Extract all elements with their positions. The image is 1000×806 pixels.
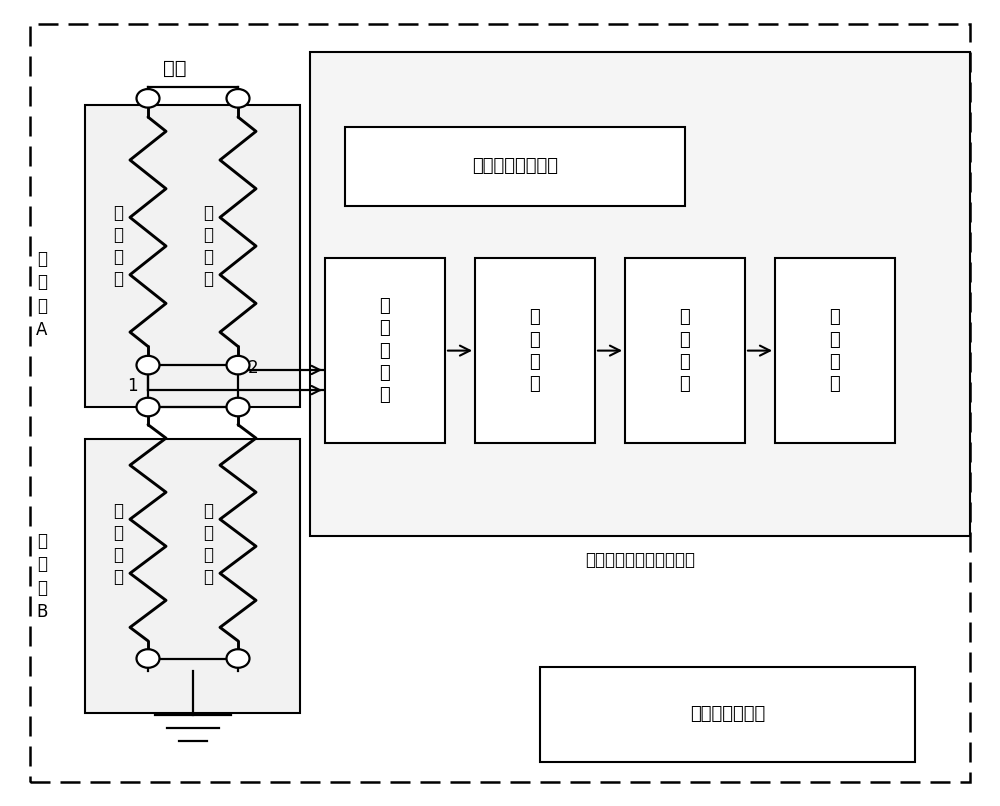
Text: 数
据
采
集: 数 据 采 集 (680, 309, 690, 393)
Circle shape (226, 355, 250, 374)
Text: 过
电
压
保
护: 过 电 压 保 护 (380, 297, 390, 404)
Text: 高压侧无线数据测量装置: 高压侧无线数据测量装置 (585, 551, 695, 569)
Bar (85, 439, 300, 713)
Circle shape (226, 397, 250, 417)
Bar (310, 52, 970, 536)
Bar (475, 258, 595, 443)
Text: 互
感
器
B: 互 感 器 B (36, 532, 48, 621)
Text: 2: 2 (248, 359, 258, 377)
Circle shape (136, 89, 160, 107)
Circle shape (136, 650, 160, 667)
Circle shape (226, 89, 250, 107)
Text: 低压侧无线终端: 低压侧无线终端 (690, 705, 765, 723)
Bar (85, 105, 300, 407)
Text: 高压: 高压 (163, 59, 187, 78)
Text: 屏
蔽
电
阻: 屏 蔽 电 阻 (203, 502, 213, 586)
Circle shape (136, 355, 160, 374)
Text: 测
量
电
阻: 测 量 电 阻 (113, 204, 123, 288)
Text: 阻
抗
匹
配: 阻 抗 匹 配 (530, 309, 540, 393)
Text: 电源及电源管理器: 电源及电源管理器 (472, 157, 558, 175)
Text: 屏
蔽
电
阻: 屏 蔽 电 阻 (203, 204, 213, 288)
Text: 1: 1 (127, 377, 137, 395)
Text: 互
感
器
A: 互 感 器 A (36, 250, 48, 339)
Circle shape (226, 650, 250, 667)
Text: 测
量
电
阻: 测 量 电 阻 (113, 502, 123, 586)
Circle shape (136, 397, 160, 417)
Bar (625, 258, 745, 443)
Bar (540, 667, 915, 762)
Bar (775, 258, 895, 443)
Bar (345, 127, 685, 206)
Bar (325, 258, 445, 443)
Text: 无
线
传
输: 无 线 传 输 (830, 309, 840, 393)
